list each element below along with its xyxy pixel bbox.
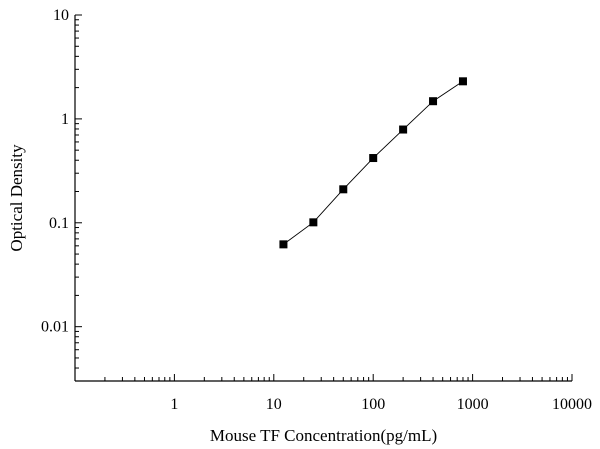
y-axis-ticks	[75, 14, 82, 382]
x-axis-ticks	[74, 374, 573, 381]
x-tick-label: 10	[266, 396, 282, 413]
data-point	[279, 240, 288, 249]
x-tick-label: 1000	[457, 396, 489, 413]
series-layer	[279, 77, 467, 249]
data-point	[458, 77, 467, 86]
data-point	[309, 218, 318, 227]
x-tick-label: 100	[361, 396, 385, 413]
y-tick-label: 1	[61, 111, 69, 128]
x-axis-title: Mouse TF Concentration(pg/mL)	[210, 426, 437, 445]
y-axis-title: Optical Density	[7, 144, 26, 252]
data-point	[429, 97, 438, 106]
data-point	[339, 185, 348, 194]
x-tick-label: 1	[170, 396, 178, 413]
y-tick-label: 10	[53, 7, 69, 24]
x-tick-label: 10000	[552, 396, 592, 413]
x-axis-tick-labels: 1 10 100 1000 10000	[170, 396, 592, 413]
data-point	[369, 154, 378, 163]
y-axis-tick-labels: 0.01 0.1 1 10	[41, 7, 69, 336]
data-point	[399, 125, 408, 134]
y-tick-label: 0.1	[49, 215, 69, 232]
axes	[74, 15, 572, 382]
y-tick-label: 0.01	[41, 319, 69, 336]
